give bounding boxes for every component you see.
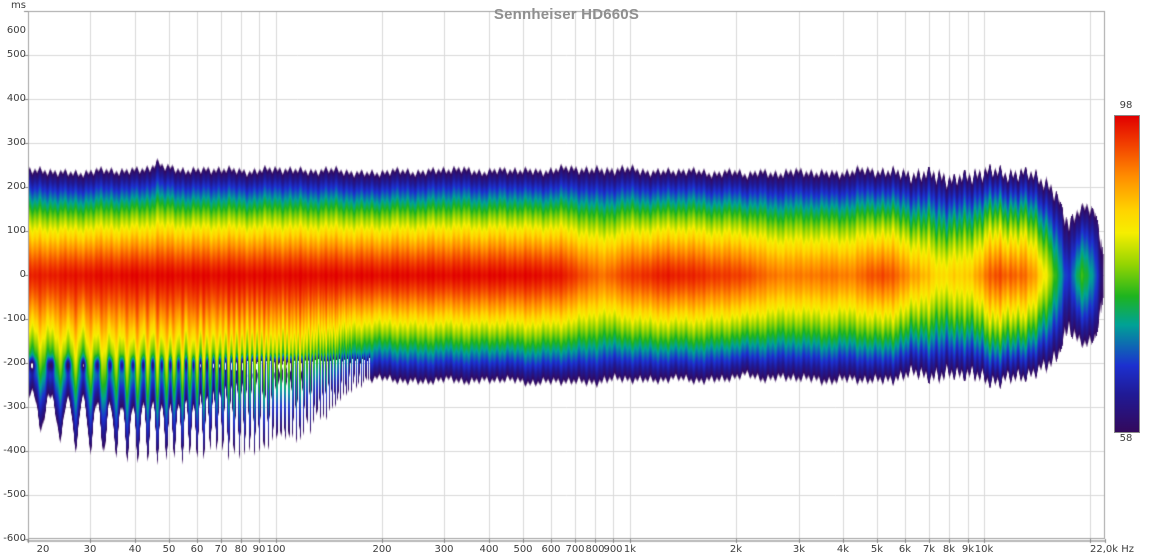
y-tick-label: 500 — [6, 49, 26, 60]
colorbar-min-label: 58 — [1119, 433, 1133, 444]
x-tick-label: 22,0k Hz — [1089, 544, 1134, 555]
colorbar-max-label: 98 — [1119, 100, 1133, 111]
y-tick-label: 200 — [6, 181, 26, 192]
x-tick-label: 300 — [434, 544, 454, 555]
x-tick-label: 30 — [83, 544, 97, 555]
x-tick-label: 100 — [266, 544, 286, 555]
x-tick-label: 900 — [603, 544, 623, 555]
y-tick-label: -500 — [3, 489, 26, 500]
colorbar-gradient — [1115, 116, 1139, 432]
x-tick-label: 60 — [190, 544, 204, 555]
x-tick-label: 6k — [898, 544, 912, 555]
x-tick-label: 600 — [541, 544, 561, 555]
x-tick-label: 2k — [729, 544, 743, 555]
x-tick-label: 40 — [128, 544, 142, 555]
x-tick-label: 10k — [974, 544, 994, 555]
chart-title: Sennheiser HD660S — [493, 6, 640, 23]
x-tick-label: 70 — [214, 544, 228, 555]
y-tick-label: 0 — [19, 269, 26, 280]
x-tick-label: 20 — [36, 544, 50, 555]
x-tick-label: 700 — [565, 544, 585, 555]
x-tick-label: 500 — [513, 544, 533, 555]
y-tick-label: 100 — [6, 225, 26, 236]
x-tick-label: 1k — [623, 544, 637, 555]
colorbar — [1114, 115, 1140, 433]
x-tick-label: 8k — [942, 544, 956, 555]
y-tick-label: 300 — [6, 137, 26, 148]
x-tick-label: 50 — [162, 544, 176, 555]
y-axis-unit-label: ms — [11, 0, 26, 11]
x-tick-label: 9k — [961, 544, 975, 555]
x-tick-label: 4k — [836, 544, 850, 555]
x-tick-label: 3k — [792, 544, 806, 555]
y-tick-label: -300 — [3, 401, 26, 412]
x-tick-label: 800 — [585, 544, 605, 555]
x-tick-label: 90 — [252, 544, 266, 555]
y-tick-label: -600 — [3, 533, 26, 544]
y-tick-label: -200 — [3, 357, 26, 368]
x-tick-label: 5k — [870, 544, 884, 555]
x-tick-label: 200 — [372, 544, 392, 555]
y-tick-label: -100 — [3, 313, 26, 324]
y-tick-label: -400 — [3, 445, 26, 456]
x-tick-label: 80 — [234, 544, 248, 555]
y-tick-label: 600 — [6, 25, 26, 36]
y-tick-label: 400 — [6, 93, 26, 104]
x-tick-label: 400 — [479, 544, 499, 555]
x-tick-label: 7k — [922, 544, 936, 555]
